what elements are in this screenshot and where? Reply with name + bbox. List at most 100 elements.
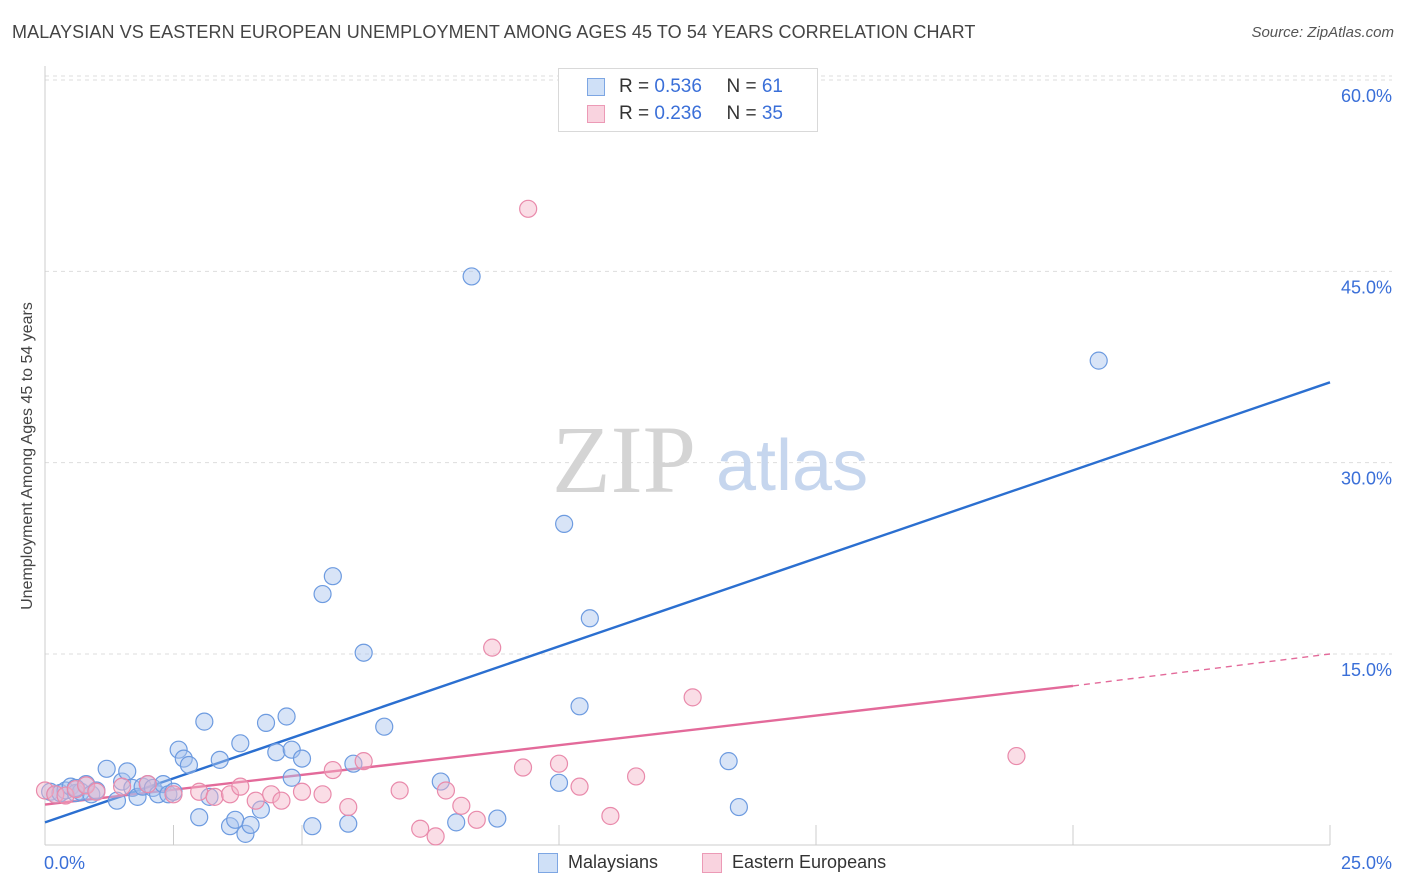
point-malaysians bbox=[555, 514, 574, 533]
chart-title: MALAYSIAN VS EASTERN EUROPEAN UNEMPLOYME… bbox=[12, 22, 976, 42]
point-malaysians bbox=[282, 768, 301, 787]
point-malaysians bbox=[277, 707, 296, 726]
point-malaysians bbox=[107, 791, 127, 810]
point-eastern-europeans bbox=[513, 758, 533, 777]
point-malaysians bbox=[719, 752, 738, 771]
point-eastern-europeans bbox=[190, 782, 209, 801]
point-malaysians bbox=[462, 267, 481, 286]
point-malaysians bbox=[488, 809, 507, 828]
axes bbox=[44, 66, 1331, 846]
correlation-legend: R = 0.536 N = 61 R = 0.236 N = 35 bbox=[558, 68, 818, 132]
legend-n-value: 35 bbox=[761, 103, 783, 124]
point-malaysians bbox=[128, 787, 147, 806]
legend-r-label: R = bbox=[619, 76, 655, 97]
point-eastern-europeans bbox=[570, 777, 589, 796]
point-malaysians bbox=[313, 584, 332, 604]
tick-labels: 15.0% 30.0% 45.0% 60.0% 0.0% 25.0% bbox=[44, 86, 1392, 873]
legend-n-label: N = bbox=[726, 76, 762, 97]
x-tick-label: 25.0% bbox=[1341, 853, 1392, 873]
point-malaysians bbox=[159, 785, 178, 804]
point-eastern-europeans bbox=[683, 688, 702, 707]
data-points bbox=[35, 199, 1108, 846]
point-malaysians bbox=[580, 609, 599, 628]
point-eastern-europeans bbox=[35, 781, 55, 800]
point-malaysians bbox=[549, 773, 569, 792]
x-tick-label: 0.0% bbox=[44, 853, 85, 873]
trend-line-eastern-europeans bbox=[44, 684, 1074, 806]
watermark-zip: ZIP bbox=[552, 406, 696, 513]
point-malaysians bbox=[112, 772, 132, 791]
point-malaysians bbox=[303, 817, 322, 836]
point-malaysians bbox=[226, 810, 245, 829]
watermark: ZIP atlas bbox=[552, 406, 868, 513]
source-label: Source: ZipAtlas.com bbox=[1251, 24, 1394, 41]
point-eastern-europeans bbox=[436, 781, 456, 800]
point-eastern-europeans bbox=[231, 777, 250, 796]
point-malaysians bbox=[231, 734, 250, 753]
watermark-atlas: atlas bbox=[716, 426, 868, 506]
point-malaysians bbox=[195, 712, 214, 731]
legend-r-label: R = bbox=[619, 103, 655, 124]
legend-r-value: 0.236 bbox=[654, 103, 702, 124]
point-malaysians bbox=[339, 814, 358, 833]
point-eastern-europeans bbox=[112, 777, 132, 796]
point-eastern-europeans bbox=[66, 780, 85, 799]
point-malaysians bbox=[282, 740, 301, 759]
point-eastern-europeans bbox=[354, 752, 373, 771]
point-eastern-europeans bbox=[220, 785, 240, 804]
point-malaysians bbox=[375, 717, 394, 736]
point-malaysians bbox=[354, 643, 373, 662]
point-malaysians bbox=[118, 762, 137, 781]
point-malaysians bbox=[179, 755, 199, 775]
point-malaysians bbox=[256, 713, 276, 732]
point-eastern-europeans bbox=[549, 754, 569, 773]
point-malaysians bbox=[236, 824, 255, 843]
point-eastern-europeans bbox=[390, 781, 409, 800]
bottom-legend-label-eastern-europeans: Eastern Europeans bbox=[732, 852, 887, 872]
y-axis-label: Unemployment Among Ages 45 to 54 years bbox=[19, 302, 36, 610]
point-eastern-europeans bbox=[138, 775, 157, 794]
legend-n-label: N = bbox=[726, 103, 762, 124]
trend-lines bbox=[44, 381, 1331, 824]
bottom-legend-swatch-malaysians bbox=[538, 853, 558, 873]
point-malaysians bbox=[323, 567, 342, 586]
point-eastern-europeans bbox=[164, 785, 183, 804]
point-eastern-europeans bbox=[452, 796, 471, 815]
point-malaysians bbox=[292, 749, 312, 768]
point-eastern-europeans bbox=[262, 785, 281, 804]
point-malaysians bbox=[210, 750, 229, 769]
legend-r-value: 0.536 bbox=[654, 76, 702, 97]
point-eastern-europeans bbox=[323, 760, 342, 780]
point-malaysians bbox=[251, 800, 270, 819]
point-eastern-europeans bbox=[87, 782, 106, 801]
point-eastern-europeans bbox=[246, 791, 265, 810]
point-eastern-europeans bbox=[1007, 746, 1026, 766]
legend-swatch-malaysians bbox=[587, 78, 605, 96]
grid-lines bbox=[45, 75, 1392, 655]
point-malaysians bbox=[97, 759, 116, 778]
y-tick-label: 30.0% bbox=[1341, 469, 1392, 489]
point-malaysians bbox=[729, 797, 749, 817]
point-malaysians bbox=[169, 740, 188, 759]
point-malaysians bbox=[241, 815, 260, 835]
point-eastern-europeans bbox=[467, 810, 486, 829]
point-eastern-europeans bbox=[77, 776, 96, 795]
trend-line-malaysians bbox=[44, 381, 1331, 824]
point-malaysians bbox=[190, 808, 209, 827]
point-malaysians bbox=[267, 743, 286, 762]
y-tick-label: 15.0% bbox=[1341, 660, 1392, 680]
trend-line-extension-eastern-europeans bbox=[1072, 653, 1331, 687]
point-malaysians bbox=[1089, 351, 1108, 370]
point-eastern-europeans bbox=[601, 806, 620, 826]
bottom-legend-label-malaysians: Malaysians bbox=[568, 852, 659, 872]
point-eastern-europeans bbox=[56, 786, 75, 805]
point-eastern-europeans bbox=[339, 797, 358, 817]
y-tick-label: 60.0% bbox=[1341, 86, 1392, 106]
point-malaysians bbox=[570, 697, 589, 716]
point-eastern-europeans bbox=[519, 199, 538, 218]
point-eastern-europeans bbox=[313, 785, 332, 804]
point-eastern-europeans bbox=[626, 767, 646, 786]
point-malaysians bbox=[200, 787, 219, 806]
point-eastern-europeans bbox=[483, 638, 502, 657]
